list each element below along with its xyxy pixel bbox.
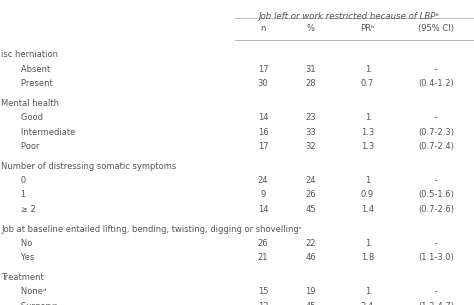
Text: 26: 26 xyxy=(305,190,316,199)
Text: 45: 45 xyxy=(305,302,316,305)
Text: 24: 24 xyxy=(305,176,316,185)
Text: (0.7-2.4): (0.7-2.4) xyxy=(418,142,454,151)
Text: 1: 1 xyxy=(365,287,370,296)
Text: 15: 15 xyxy=(258,287,268,296)
Text: Number of distressing somatic symptoms: Number of distressing somatic symptoms xyxy=(1,162,176,171)
Text: -: - xyxy=(435,176,438,185)
Text: 1: 1 xyxy=(365,239,370,248)
Text: (0.7-2.3): (0.7-2.3) xyxy=(418,127,454,137)
Text: 1: 1 xyxy=(13,190,26,199)
Text: 14: 14 xyxy=(258,113,268,122)
Text: 9: 9 xyxy=(260,190,266,199)
Text: Absent: Absent xyxy=(13,65,50,74)
Text: Mental health: Mental health xyxy=(1,99,59,108)
Text: 14: 14 xyxy=(258,205,268,214)
Text: 1.4: 1.4 xyxy=(361,205,374,214)
Text: (1.3-4.7): (1.3-4.7) xyxy=(418,302,454,305)
Text: (0.5-1.6): (0.5-1.6) xyxy=(418,190,454,199)
Text: 24: 24 xyxy=(258,176,268,185)
Text: 33: 33 xyxy=(305,127,316,137)
Text: PRᵇ: PRᵇ xyxy=(360,24,374,34)
Text: %: % xyxy=(307,24,314,34)
Text: Intermediate: Intermediate xyxy=(13,127,75,137)
Text: 17: 17 xyxy=(258,65,268,74)
Text: Good: Good xyxy=(13,113,43,122)
Text: 1: 1 xyxy=(365,176,370,185)
Text: (0.7-2.6): (0.7-2.6) xyxy=(418,205,454,214)
Text: 0: 0 xyxy=(13,176,26,185)
Text: 1: 1 xyxy=(365,113,370,122)
Text: 26: 26 xyxy=(258,239,268,248)
Text: 1.3: 1.3 xyxy=(361,142,374,151)
Text: 13: 13 xyxy=(258,302,268,305)
Text: Job at baseline entailed lifting, bending, twisting, digging or shovellingᶜ: Job at baseline entailed lifting, bendin… xyxy=(1,224,301,234)
Text: 28: 28 xyxy=(305,79,316,88)
Text: ≥ 2: ≥ 2 xyxy=(13,205,36,214)
Text: 1.8: 1.8 xyxy=(361,253,374,262)
Text: -: - xyxy=(435,239,438,248)
Text: (95% CI): (95% CI) xyxy=(418,24,454,34)
Text: 46: 46 xyxy=(305,253,316,262)
Text: 22: 22 xyxy=(305,239,316,248)
Text: 19: 19 xyxy=(305,287,316,296)
Text: 45: 45 xyxy=(305,205,316,214)
Text: 32: 32 xyxy=(305,142,316,151)
Text: isc herniation: isc herniation xyxy=(1,50,58,59)
Text: 0.9: 0.9 xyxy=(361,190,374,199)
Text: 30: 30 xyxy=(258,79,268,88)
Text: n: n xyxy=(260,24,266,34)
Text: Treatment: Treatment xyxy=(1,273,44,282)
Text: 23: 23 xyxy=(305,113,316,122)
Text: (0.4-1.2): (0.4-1.2) xyxy=(418,79,454,88)
Text: -: - xyxy=(435,113,438,122)
Text: 1: 1 xyxy=(365,65,370,74)
Text: -: - xyxy=(435,65,438,74)
Text: Present: Present xyxy=(13,79,53,88)
Text: 16: 16 xyxy=(258,127,268,137)
Text: 31: 31 xyxy=(305,65,316,74)
Text: No: No xyxy=(13,239,32,248)
Text: Noneᵈ: Noneᵈ xyxy=(13,287,46,296)
Text: 0.7: 0.7 xyxy=(361,79,374,88)
Text: (1.1-3.0): (1.1-3.0) xyxy=(418,253,454,262)
Text: 1.3: 1.3 xyxy=(361,127,374,137)
Text: 2.4: 2.4 xyxy=(361,302,374,305)
Text: -: - xyxy=(435,287,438,296)
Text: Poor: Poor xyxy=(13,142,39,151)
Text: Job left or work restricted because of LBPᵃ: Job left or work restricted because of L… xyxy=(258,12,439,21)
Text: 21: 21 xyxy=(258,253,268,262)
Text: 17: 17 xyxy=(258,142,268,151)
Text: Yes: Yes xyxy=(13,253,34,262)
Text: Surgeryᵉ: Surgeryᵉ xyxy=(13,302,57,305)
